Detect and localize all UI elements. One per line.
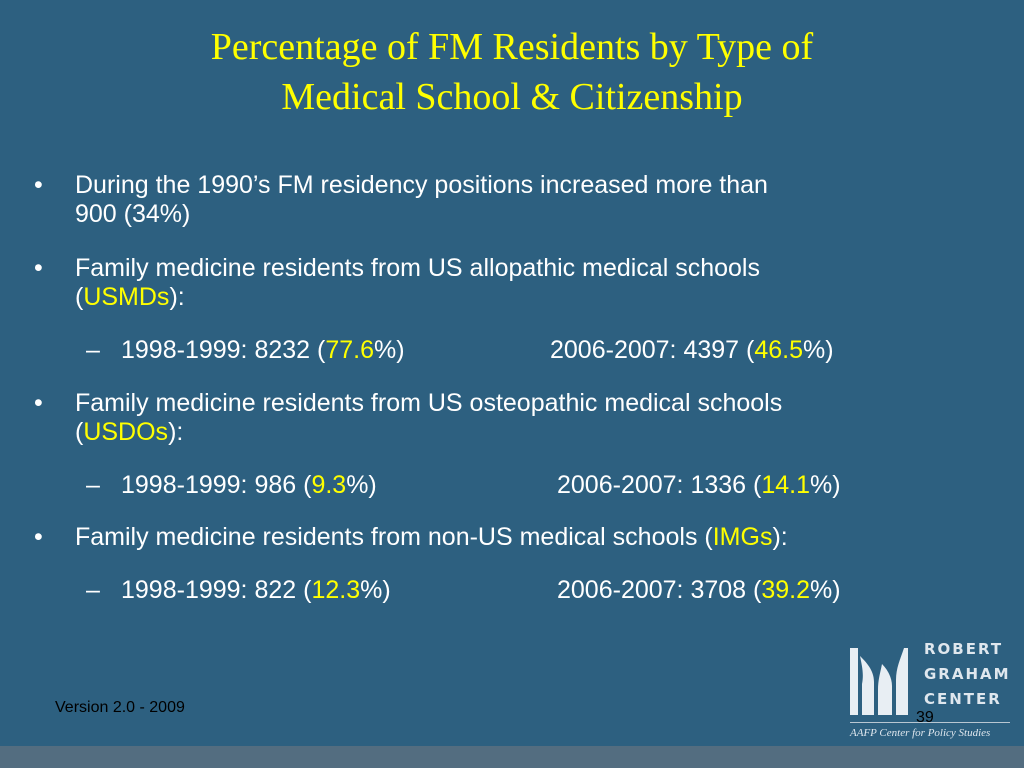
- sub-value-2006: 2006-2007: 1336 (14.1%): [557, 471, 841, 500]
- sub-marker: –: [86, 576, 100, 604]
- logo-word-robert: ROBERT: [924, 640, 1004, 658]
- bullet-line: Family medicine residents from non-US me…: [75, 523, 975, 552]
- highlight-percent: 39.2: [761, 576, 811, 604]
- bullet-line: Family medicine residents from US osteop…: [75, 389, 783, 417]
- usdos-label: USDOs: [83, 418, 169, 446]
- bullet-text-fragment: (: [75, 283, 84, 311]
- bullet-text: Family medicine residents from US osteop…: [75, 389, 975, 447]
- bullet-text: Family medicine residents from non-US me…: [75, 523, 975, 552]
- bullet-text-fragment: ):: [168, 418, 184, 446]
- bullet-marker: •: [34, 523, 43, 551]
- bullet-text: Family medicine residents from US allopa…: [75, 254, 975, 312]
- value-text: %): [810, 576, 841, 604]
- bullet-text: During the 1990’s FM residency positions…: [75, 171, 975, 229]
- value-text: %): [360, 576, 391, 604]
- bottom-bar: [0, 746, 1024, 768]
- bullet-line: During the 1990’s FM residency positions…: [75, 171, 768, 199]
- value-text: %): [803, 336, 834, 364]
- sub-value-1998: 1998-1999: 822 (12.3%): [121, 576, 391, 605]
- value-text: %): [374, 336, 405, 364]
- robert-graham-center-logo-icon: [850, 648, 908, 715]
- imgs-label: IMGs: [712, 523, 773, 551]
- slide-title-line-2: Medical School & Citizenship: [281, 76, 743, 118]
- logo-divider: [850, 722, 1010, 723]
- highlight-percent: 14.1: [761, 471, 811, 499]
- logo-word-graham: GRAHAM: [924, 665, 1011, 683]
- page-number: 39: [916, 709, 934, 726]
- sub-marker: –: [86, 471, 100, 499]
- sub-value-2006: 2006-2007: 3708 (39.2%): [557, 576, 841, 605]
- sub-value-2006: 2006-2007: 4397 (46.5%): [550, 336, 834, 365]
- sub-value-1998: 1998-1999: 986 (9.3%): [121, 471, 377, 500]
- sub-value-1998: 1998-1999: 8232 (77.6%): [121, 336, 405, 365]
- value-text: 1998-1999: 8232 (: [121, 336, 326, 364]
- logo-word-center: CENTER: [924, 690, 1002, 708]
- bullet-marker: •: [34, 171, 43, 199]
- usmds-label: USMDs: [83, 283, 170, 311]
- bullet-marker: •: [34, 389, 43, 417]
- highlight-percent: 77.6: [325, 336, 375, 364]
- bullet-line: 900 (34%): [75, 200, 191, 228]
- value-text: 1998-1999: 822 (: [121, 576, 312, 604]
- slide-title-line-1: Percentage of FM Residents by Type of: [210, 26, 814, 68]
- value-text: 2006-2007: 3708 (: [557, 576, 762, 604]
- logo-tagline: AAFP Center for Policy Studies: [850, 727, 991, 739]
- bullet-text-fragment: ):: [772, 523, 788, 551]
- highlight-percent: 46.5: [754, 336, 804, 364]
- value-text: %): [810, 471, 841, 499]
- bullet-line: (USDOs):: [75, 418, 975, 447]
- value-text: 2006-2007: 4397 (: [550, 336, 755, 364]
- value-text: 1998-1999: 986 (: [121, 471, 312, 499]
- bullet-marker: •: [34, 254, 43, 282]
- highlight-percent: 9.3: [311, 471, 347, 499]
- highlight-percent: 12.3: [311, 576, 361, 604]
- bullet-text-fragment: Family medicine residents from non-US me…: [75, 523, 713, 551]
- version-label: Version 2.0 - 2009: [55, 699, 185, 716]
- bullet-line: (USMDs):: [75, 283, 975, 312]
- value-text: 2006-2007: 1336 (: [557, 471, 762, 499]
- bullet-text-fragment: ):: [169, 283, 185, 311]
- value-text: %): [346, 471, 377, 499]
- slide-title: Percentage of FM Residents by Type of Me…: [0, 22, 1024, 122]
- sub-marker: –: [86, 336, 100, 364]
- bullet-line: Family medicine residents from US allopa…: [75, 254, 760, 282]
- bullet-text-fragment: (: [75, 418, 84, 446]
